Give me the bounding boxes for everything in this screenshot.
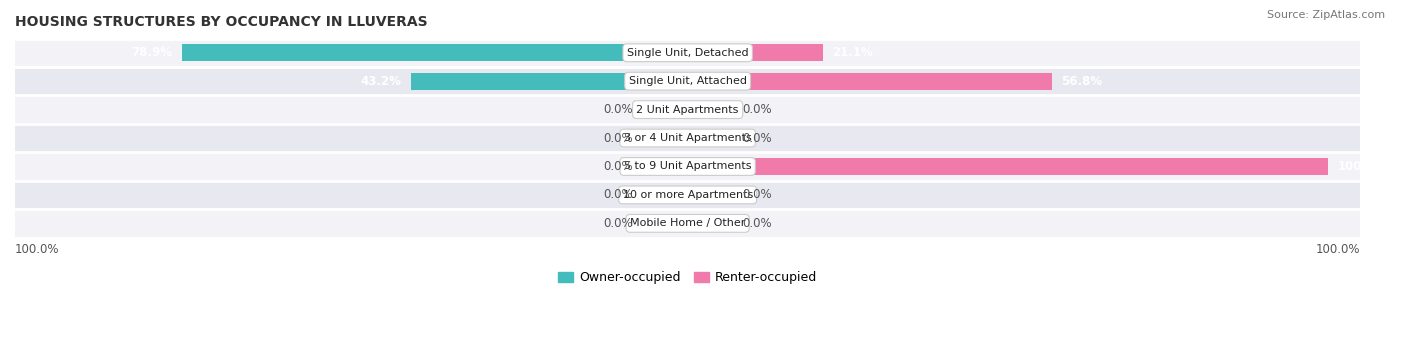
Text: 0.0%: 0.0% (603, 217, 633, 230)
Bar (15, 152, 1360, 181)
Text: 100.0%: 100.0% (15, 243, 59, 256)
Bar (688, 186, 733, 203)
Bar (688, 73, 1052, 90)
Text: 10 or more Apartments: 10 or more Apartments (623, 190, 752, 200)
Text: 21.1%: 21.1% (832, 46, 873, 59)
Bar (15, 209, 1360, 238)
Legend: Owner-occupied, Renter-occupied: Owner-occupied, Renter-occupied (554, 266, 823, 289)
Bar (15, 95, 1360, 124)
Text: 2 Unit Apartments: 2 Unit Apartments (637, 105, 738, 115)
Bar (643, 215, 688, 232)
Bar (15, 124, 1360, 152)
Bar (643, 158, 688, 175)
Text: 0.0%: 0.0% (742, 103, 772, 116)
Bar (688, 44, 823, 61)
Text: HOUSING STRUCTURES BY OCCUPANCY IN LLUVERAS: HOUSING STRUCTURES BY OCCUPANCY IN LLUVE… (15, 15, 427, 29)
Bar (688, 101, 733, 118)
Bar (643, 130, 688, 147)
Text: 3 or 4 Unit Apartments: 3 or 4 Unit Apartments (624, 133, 752, 143)
Text: 0.0%: 0.0% (603, 132, 633, 145)
Bar (15, 181, 1360, 209)
Text: Mobile Home / Other: Mobile Home / Other (630, 218, 745, 228)
Text: 43.2%: 43.2% (360, 75, 401, 88)
Text: 100.0%: 100.0% (1316, 243, 1360, 256)
Text: 56.8%: 56.8% (1062, 75, 1102, 88)
Text: 5 to 9 Unit Apartments: 5 to 9 Unit Apartments (624, 161, 751, 171)
Text: 0.0%: 0.0% (742, 132, 772, 145)
Text: 78.9%: 78.9% (132, 46, 173, 59)
Bar (183, 44, 688, 61)
Bar (688, 158, 1329, 175)
Text: 0.0%: 0.0% (742, 188, 772, 201)
Text: Single Unit, Detached: Single Unit, Detached (627, 48, 748, 58)
Text: 0.0%: 0.0% (603, 160, 633, 173)
Text: Single Unit, Attached: Single Unit, Attached (628, 76, 747, 86)
Bar (688, 130, 733, 147)
Bar (15, 39, 1360, 67)
Bar (15, 67, 1360, 95)
Text: 0.0%: 0.0% (742, 217, 772, 230)
Text: 0.0%: 0.0% (603, 103, 633, 116)
Bar (643, 101, 688, 118)
Text: Source: ZipAtlas.com: Source: ZipAtlas.com (1267, 10, 1385, 20)
Text: 100.0%: 100.0% (1339, 160, 1386, 173)
Bar (643, 186, 688, 203)
Bar (411, 73, 688, 90)
Bar (688, 215, 733, 232)
Text: 0.0%: 0.0% (603, 188, 633, 201)
